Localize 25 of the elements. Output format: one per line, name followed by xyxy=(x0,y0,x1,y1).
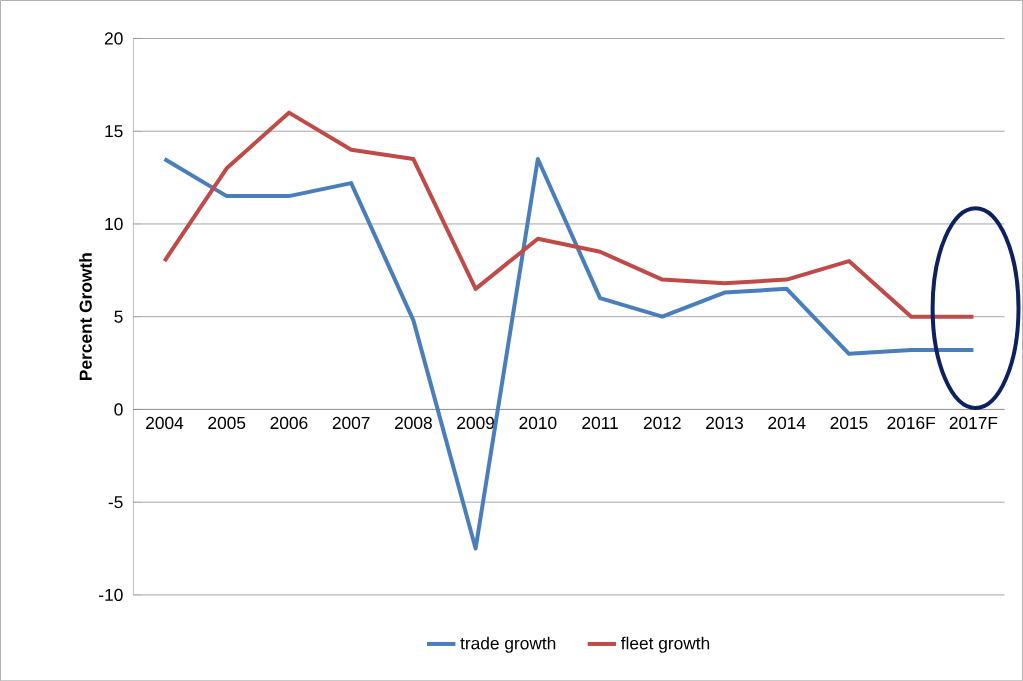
x-tick-label: 2009 xyxy=(457,416,495,429)
y-tick-label: 10 xyxy=(105,217,123,230)
x-tick-label: 2007 xyxy=(332,416,370,429)
line-series xyxy=(162,110,976,319)
y-tick-label: -5 xyxy=(108,495,123,509)
y-axis-title: Percent Growth xyxy=(79,253,92,380)
y-tick-label: -10 xyxy=(99,588,123,601)
y-tick-label: 5 xyxy=(114,310,123,323)
x-tick-label: 2012 xyxy=(643,416,681,429)
y-tick-label: 20 xyxy=(104,32,123,45)
y-tick-label: 15 xyxy=(105,125,123,138)
x-tick-label: 2013 xyxy=(706,416,744,429)
x-tick-label: 2011 xyxy=(582,416,618,429)
x-tick-label: 2016F xyxy=(887,416,936,429)
x-tick-label: 2010 xyxy=(519,416,557,429)
x-tick-label: 2015 xyxy=(830,416,868,429)
x-tick-label: 2004 xyxy=(146,416,184,429)
x-tick-label: 2017F xyxy=(949,416,998,429)
x-tick-label: 2014 xyxy=(768,416,806,429)
y-tick-label: 0 xyxy=(114,403,123,416)
x-tick-label: 2008 xyxy=(395,416,432,429)
x-tick-label: 2005 xyxy=(208,416,246,429)
x-tick-label: 2006 xyxy=(270,416,308,429)
legend-label: fleet growth xyxy=(620,636,710,653)
legend-label: trade growth xyxy=(460,636,556,653)
